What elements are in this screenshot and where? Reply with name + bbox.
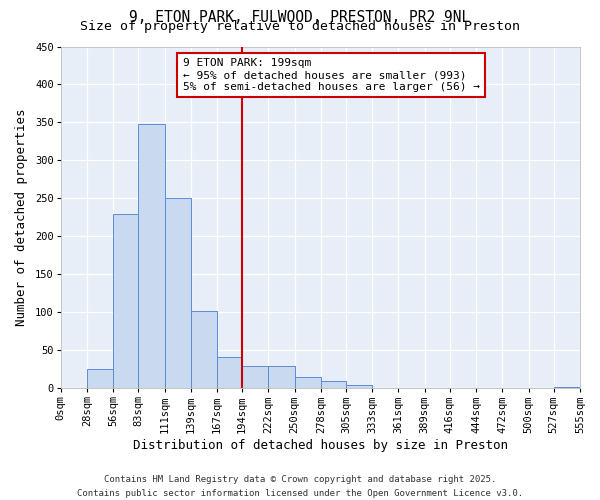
Bar xyxy=(113,214,139,388)
Bar xyxy=(87,369,113,388)
Text: 9 ETON PARK: 199sqm
← 95% of detached houses are smaller (993)
5% of semi-detach: 9 ETON PARK: 199sqm ← 95% of detached ho… xyxy=(182,58,479,92)
Text: 9, ETON PARK, FULWOOD, PRESTON, PR2 9NL: 9, ETON PARK, FULWOOD, PRESTON, PR2 9NL xyxy=(130,10,470,25)
Bar xyxy=(139,124,164,388)
Bar xyxy=(321,380,346,388)
Bar xyxy=(346,385,372,388)
Bar xyxy=(242,366,268,388)
Y-axis label: Number of detached properties: Number of detached properties xyxy=(15,108,28,326)
Bar xyxy=(217,357,242,388)
Text: Size of property relative to detached houses in Preston: Size of property relative to detached ho… xyxy=(80,20,520,33)
Bar xyxy=(164,198,191,388)
Bar xyxy=(295,376,321,388)
Text: Contains HM Land Registry data © Crown copyright and database right 2025.
Contai: Contains HM Land Registry data © Crown c… xyxy=(77,476,523,498)
Bar xyxy=(191,312,217,388)
X-axis label: Distribution of detached houses by size in Preston: Distribution of detached houses by size … xyxy=(133,440,508,452)
Bar xyxy=(268,366,295,388)
